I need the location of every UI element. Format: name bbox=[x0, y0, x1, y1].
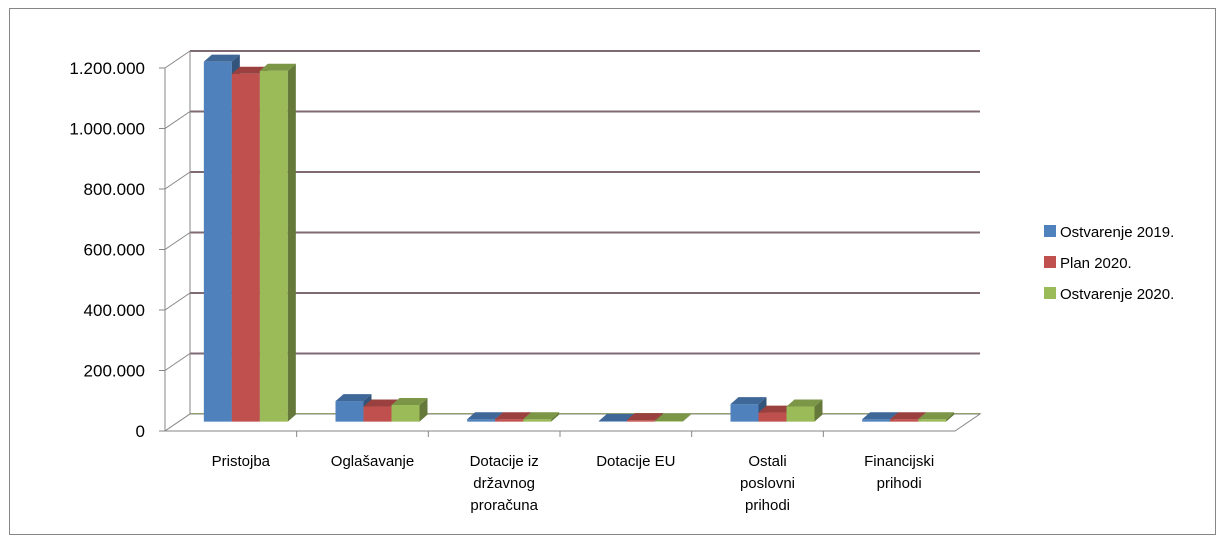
bar-top bbox=[259, 63, 296, 71]
bar-side bbox=[287, 63, 296, 422]
legend-label: Ostvarenje 2019. bbox=[1060, 224, 1174, 241]
y-tick-label: 200.000 bbox=[84, 362, 145, 381]
x-category-label: prihodi bbox=[745, 497, 790, 514]
bar-top bbox=[495, 412, 532, 420]
bar-front bbox=[786, 406, 815, 422]
gridline-diagonal bbox=[164, 111, 191, 129]
bar-top bbox=[363, 399, 400, 407]
legend-swatch bbox=[1044, 287, 1056, 299]
bar-top bbox=[523, 412, 560, 420]
bar-side bbox=[419, 398, 428, 422]
bar-front bbox=[495, 419, 524, 422]
gridline-diagonal bbox=[164, 232, 191, 250]
bar-front bbox=[758, 412, 787, 422]
bar-top bbox=[467, 412, 504, 420]
x-category-label: Dotacije iz bbox=[470, 453, 539, 470]
bar-top bbox=[626, 413, 663, 421]
bar-front bbox=[598, 421, 627, 422]
bar-front bbox=[523, 419, 552, 422]
x-category-label: prihodi bbox=[877, 475, 922, 492]
bar-top bbox=[890, 412, 927, 420]
bar-side bbox=[814, 399, 823, 422]
x-category-label: poslovni bbox=[740, 475, 795, 492]
bar-top bbox=[730, 397, 767, 405]
bar-top bbox=[391, 398, 428, 406]
bar-top bbox=[918, 412, 955, 420]
bar-front bbox=[335, 401, 364, 422]
y-tick-label: 800.000 bbox=[84, 180, 145, 199]
bar-front bbox=[259, 70, 288, 422]
x-category-label: Oglašavanje bbox=[331, 453, 414, 470]
x-category-label: državnog bbox=[473, 475, 535, 492]
x-category-label: Pristojba bbox=[212, 453, 271, 470]
bar-front bbox=[363, 406, 392, 422]
x-category-label: proračuna bbox=[470, 497, 538, 514]
bar-top bbox=[786, 399, 823, 407]
bar-front bbox=[730, 404, 759, 422]
x-category-label: Financijski bbox=[864, 453, 934, 470]
bar-top bbox=[335, 394, 372, 402]
y-tick-label: 1.000.000 bbox=[69, 120, 145, 139]
legend-label: Ostvarenje 2020. bbox=[1060, 286, 1174, 303]
legend-label: Plan 2020. bbox=[1060, 255, 1132, 272]
legend-swatch bbox=[1044, 256, 1056, 268]
y-tick-label: 1.200.000 bbox=[69, 59, 145, 78]
bar-front bbox=[231, 73, 260, 422]
bar-top bbox=[203, 54, 240, 62]
bar-side bbox=[551, 412, 560, 422]
bar-front bbox=[654, 421, 683, 422]
y-tick-label: 0 bbox=[136, 422, 145, 441]
x-category-label: Dotacije EU bbox=[596, 453, 675, 470]
y-tick-label: 400.000 bbox=[84, 301, 145, 320]
bar-side bbox=[682, 414, 691, 422]
x-category-label: Ostali bbox=[748, 453, 786, 470]
bar-front bbox=[862, 419, 891, 422]
bar-front bbox=[890, 419, 919, 422]
bar-front bbox=[391, 405, 420, 422]
bar-front bbox=[203, 61, 232, 422]
bar-front bbox=[626, 420, 655, 422]
y-tick-label: 600.000 bbox=[84, 241, 145, 260]
bar-top bbox=[654, 414, 691, 422]
bar-top bbox=[598, 414, 635, 422]
gridline-diagonal bbox=[164, 292, 191, 311]
gridline-diagonal bbox=[164, 353, 191, 371]
bar-top bbox=[862, 412, 899, 420]
bar-front bbox=[467, 419, 496, 422]
legend-swatch bbox=[1044, 225, 1056, 237]
gridline-diagonal bbox=[164, 50, 191, 69]
bar-top bbox=[758, 405, 795, 413]
gridline-diagonal bbox=[164, 171, 191, 190]
bar-front bbox=[918, 419, 947, 422]
bar-side bbox=[946, 412, 955, 422]
bar-top bbox=[231, 66, 268, 74]
